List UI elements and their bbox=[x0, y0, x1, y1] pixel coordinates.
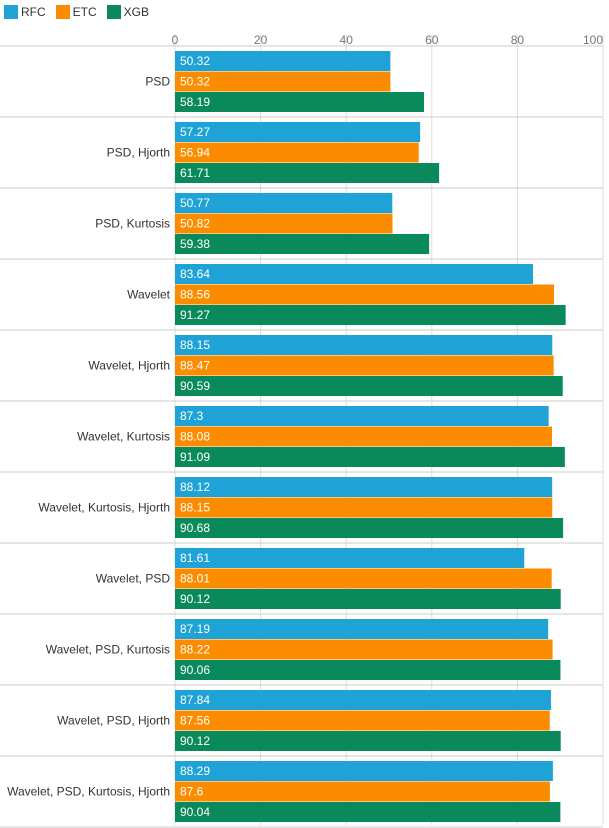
category-label: PSD, Hjorth bbox=[107, 146, 170, 160]
category-label: Wavelet, Kurtosis bbox=[77, 430, 170, 444]
bar-value-label: 91.09 bbox=[180, 450, 210, 464]
bar-rfc bbox=[175, 548, 525, 568]
bar-rfc bbox=[175, 335, 553, 355]
bar-xgb bbox=[175, 163, 440, 183]
bar-rfc bbox=[175, 477, 553, 497]
legend-label-etc: ETC bbox=[72, 5, 97, 19]
bar-rfc bbox=[175, 406, 549, 426]
bar-etc bbox=[175, 213, 393, 234]
bar-etc bbox=[175, 710, 550, 731]
bar-value-label: 87.19 bbox=[180, 622, 210, 636]
x-tick-label: 80 bbox=[511, 33, 525, 47]
category-label: Wavelet bbox=[127, 288, 171, 302]
bar-xgb bbox=[175, 376, 563, 396]
x-tick-label: 100 bbox=[583, 33, 603, 47]
category-label: Wavelet, PSD, Kurtosis bbox=[46, 643, 170, 657]
bar-xgb bbox=[175, 660, 561, 680]
bar-value-label: 50.82 bbox=[180, 217, 210, 231]
bar-value-label: 90.12 bbox=[180, 592, 210, 606]
bar-value-label: 50.77 bbox=[180, 196, 210, 210]
bar-value-label: 61.71 bbox=[180, 166, 210, 180]
bar-value-label: 87.56 bbox=[180, 714, 210, 728]
legend-label-rfc: RFC bbox=[21, 5, 46, 19]
legend-label-xgb: XGB bbox=[123, 5, 150, 19]
category-label: Wavelet, PSD bbox=[96, 572, 171, 586]
bar-rfc bbox=[175, 761, 553, 781]
category-label: PSD bbox=[145, 75, 170, 89]
bar-etc bbox=[175, 71, 391, 92]
bar-value-label: 87.6 bbox=[180, 785, 204, 799]
bar-xgb bbox=[175, 731, 561, 751]
category-label: Wavelet, PSD, Kurtosis, Hjorth bbox=[7, 785, 170, 799]
legend-swatch-xgb bbox=[106, 5, 121, 19]
bar-value-label: 88.15 bbox=[180, 501, 210, 515]
bar-rfc bbox=[175, 619, 549, 639]
bar-xgb bbox=[175, 92, 425, 112]
bar-value-label: 91.27 bbox=[180, 308, 210, 322]
bar-etc bbox=[175, 781, 550, 802]
bar-value-label: 56.94 bbox=[180, 146, 210, 160]
bar-value-label: 59.38 bbox=[180, 237, 210, 251]
bar-value-label: 88.15 bbox=[180, 338, 210, 352]
bar-value-label: 57.27 bbox=[180, 125, 210, 139]
bar-value-label: 90.06 bbox=[180, 663, 210, 677]
x-tick-label: 40 bbox=[340, 33, 354, 47]
bar-value-label: 90.04 bbox=[180, 805, 210, 819]
x-tick-label: 60 bbox=[425, 33, 439, 47]
bar-etc bbox=[175, 142, 419, 163]
bar-value-label: 90.59 bbox=[180, 379, 210, 393]
legend-item-rfc[interactable]: RFC bbox=[4, 5, 46, 19]
category-label: Wavelet, Kurtosis, Hjorth bbox=[38, 501, 170, 515]
bar-etc bbox=[175, 355, 554, 376]
bar-value-label: 88.47 bbox=[180, 359, 210, 373]
bar-xgb bbox=[175, 589, 561, 609]
bar-value-label: 81.61 bbox=[180, 551, 210, 565]
bar-value-label: 88.08 bbox=[180, 430, 210, 444]
bar-xgb bbox=[175, 305, 566, 325]
category-label: Wavelet, PSD, Hjorth bbox=[57, 714, 170, 728]
bar-value-label: 90.12 bbox=[180, 734, 210, 748]
bar-xgb bbox=[175, 518, 564, 538]
bar-etc bbox=[175, 426, 552, 447]
bar-xgb bbox=[175, 802, 561, 822]
bar-etc bbox=[175, 568, 552, 589]
bar-value-label: 88.12 bbox=[180, 480, 210, 494]
bar-rfc bbox=[175, 193, 393, 213]
bar-value-label: 88.01 bbox=[180, 572, 210, 586]
legend-swatch-rfc bbox=[4, 5, 18, 19]
bar-value-label: 58.19 bbox=[180, 95, 210, 109]
bar-value-label: 87.84 bbox=[180, 693, 210, 707]
bar-value-label: 88.56 bbox=[180, 288, 210, 302]
bar-rfc bbox=[175, 690, 551, 710]
bar-value-label: 50.32 bbox=[180, 75, 210, 89]
category-label: Wavelet, Hjorth bbox=[88, 359, 170, 373]
bar-xgb bbox=[175, 234, 430, 254]
legend-item-xgb[interactable]: XGB bbox=[106, 5, 150, 19]
bar-value-label: 88.22 bbox=[180, 643, 210, 657]
bar-value-label: 88.29 bbox=[180, 764, 210, 778]
bar-etc bbox=[175, 497, 553, 518]
bar-xgb bbox=[175, 447, 565, 467]
bar-rfc bbox=[175, 51, 391, 71]
chart-legend: RFC ETC XGB bbox=[4, 4, 149, 20]
bar-value-label: 83.64 bbox=[180, 267, 210, 281]
bar-value-label: 50.32 bbox=[180, 54, 210, 68]
bar-etc bbox=[175, 284, 555, 305]
bar-rfc bbox=[175, 122, 421, 142]
bar-rfc bbox=[175, 264, 533, 284]
bar-value-label: 90.68 bbox=[180, 521, 210, 535]
bar-value-label: 87.3 bbox=[180, 409, 204, 423]
category-label: PSD, Kurtosis bbox=[95, 217, 170, 231]
x-tick-label: 20 bbox=[254, 33, 268, 47]
bar-etc bbox=[175, 639, 553, 660]
legend-item-etc[interactable]: ETC bbox=[55, 5, 97, 19]
legend-swatch-etc bbox=[55, 5, 70, 19]
x-tick-label: 0 bbox=[172, 33, 179, 47]
